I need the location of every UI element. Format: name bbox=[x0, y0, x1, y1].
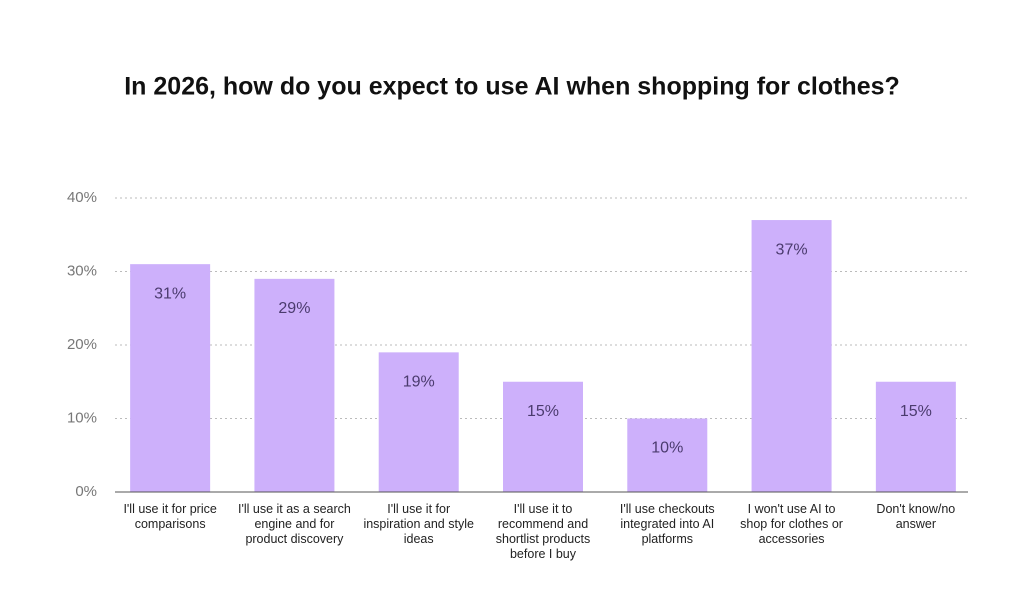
y-tick-label: 40% bbox=[67, 189, 97, 206]
value-label: 15% bbox=[900, 403, 932, 420]
x-tick-label: I'll use it as a search engine and for p… bbox=[237, 502, 351, 546]
y-tick-label: 10% bbox=[67, 409, 97, 426]
bar bbox=[627, 418, 708, 492]
value-label: 29% bbox=[278, 300, 310, 317]
bar bbox=[378, 352, 459, 492]
x-tick-label: Don't know/no answer bbox=[876, 502, 956, 531]
y-tick-label: 0% bbox=[75, 483, 97, 500]
bar bbox=[130, 264, 211, 492]
value-label: 10% bbox=[651, 440, 683, 457]
x-tick-label: I'll use it for price comparisons bbox=[123, 502, 217, 531]
value-label: 15% bbox=[527, 403, 559, 420]
y-tick-label: 20% bbox=[67, 336, 97, 353]
chart-title: In 2026, how do you expect to use AI whe… bbox=[124, 73, 900, 101]
bar bbox=[503, 381, 583, 492]
value-label: 19% bbox=[403, 374, 435, 391]
x-tick-label: I won't use AI to shop for clothes or ac… bbox=[740, 502, 843, 546]
x-tick-label: I'll use it for inspiration and style id… bbox=[363, 502, 474, 546]
y-tick-label: 30% bbox=[67, 262, 97, 279]
x-tick-label: I'll use it to recommend and shortlist p… bbox=[495, 502, 591, 561]
bar bbox=[875, 381, 956, 492]
bar bbox=[751, 220, 832, 493]
value-label: 37% bbox=[776, 241, 808, 258]
value-label: 31% bbox=[154, 285, 186, 302]
bar bbox=[254, 278, 335, 492]
x-tick-label: I'll use checkouts integrated into AI pl… bbox=[619, 502, 715, 546]
